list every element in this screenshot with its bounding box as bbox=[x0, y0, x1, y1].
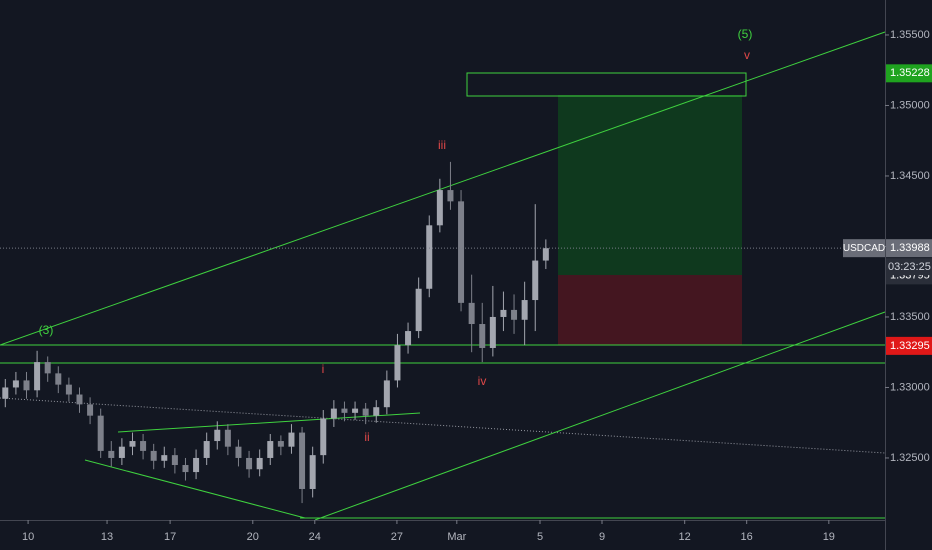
candle-body bbox=[511, 309, 518, 320]
candle-body bbox=[65, 384, 72, 395]
candle-body bbox=[150, 450, 157, 461]
candle-body bbox=[436, 190, 443, 226]
candle-body bbox=[246, 457, 253, 470]
candle-body bbox=[97, 415, 104, 451]
price-label-bg bbox=[886, 239, 932, 258]
candle-body bbox=[76, 394, 83, 405]
plot-area bbox=[0, 31, 886, 521]
y-tick-label: 1.35500 bbox=[890, 29, 930, 41]
candle-body bbox=[394, 345, 401, 381]
wedge-line bbox=[117, 412, 421, 433]
candle-body bbox=[55, 373, 62, 385]
candle-body bbox=[521, 300, 528, 320]
wave-label: v bbox=[744, 48, 750, 62]
candle-body bbox=[34, 362, 41, 391]
candle-body bbox=[309, 455, 316, 489]
wave-label: (5) bbox=[738, 27, 753, 41]
candle-body bbox=[288, 432, 295, 447]
x-tick-label: 24 bbox=[309, 531, 321, 543]
candle-body bbox=[415, 288, 422, 332]
x-tick-label: 19 bbox=[823, 531, 835, 543]
candle-body bbox=[161, 455, 168, 461]
candle-body bbox=[171, 455, 178, 466]
candle-body bbox=[299, 432, 306, 489]
trend-line bbox=[0, 397, 886, 454]
wave-label: iv bbox=[478, 374, 487, 388]
candle-body bbox=[193, 457, 200, 473]
candle-body bbox=[489, 316, 496, 348]
candle-body bbox=[373, 407, 380, 416]
candle-body bbox=[330, 408, 337, 419]
candle-body bbox=[277, 441, 284, 447]
wave-label: ii bbox=[364, 430, 369, 444]
price-label-bg bbox=[886, 64, 932, 83]
y-tick-label: 1.35000 bbox=[890, 99, 930, 111]
candle-body bbox=[108, 450, 115, 458]
candle-body bbox=[341, 408, 348, 413]
x-tick-label: 5 bbox=[537, 531, 543, 543]
x-tick-label: 9 bbox=[599, 531, 605, 543]
candle-body bbox=[383, 380, 390, 408]
candle-body bbox=[479, 324, 486, 348]
candle-body bbox=[2, 387, 9, 399]
candle-body bbox=[203, 441, 210, 458]
wedge-line bbox=[84, 459, 306, 519]
candle-body bbox=[182, 465, 189, 473]
wave-label: i bbox=[322, 362, 325, 376]
countdown-bg bbox=[886, 258, 932, 276]
candle-body bbox=[214, 429, 221, 442]
channel-line bbox=[0, 31, 886, 346]
wave-label: (3) bbox=[39, 323, 54, 337]
x-tick-label: 20 bbox=[247, 531, 259, 543]
candle-body bbox=[235, 446, 242, 458]
x-tick-label: Mar bbox=[447, 531, 466, 543]
candle-body bbox=[447, 190, 454, 202]
candle-body bbox=[405, 331, 412, 346]
x-tick-label: 27 bbox=[391, 531, 403, 543]
x-tick-label: 17 bbox=[164, 531, 176, 543]
candle-body bbox=[87, 404, 94, 416]
candle-body bbox=[352, 408, 359, 413]
candle-body bbox=[44, 362, 51, 374]
y-tick-label: 1.32500 bbox=[890, 452, 930, 464]
candle-body bbox=[426, 225, 433, 289]
candle-body bbox=[118, 446, 125, 458]
candle-body bbox=[532, 260, 539, 301]
candle-body bbox=[468, 302, 475, 325]
candle-body bbox=[362, 408, 369, 416]
candle-body bbox=[224, 429, 231, 447]
target-box bbox=[466, 72, 747, 97]
candle-body bbox=[23, 380, 30, 391]
price-label-bg bbox=[886, 336, 932, 355]
candle-body bbox=[140, 441, 147, 451]
x-tick-label: 12 bbox=[679, 531, 691, 543]
y-tick-label: 1.33500 bbox=[890, 311, 930, 323]
loss-zone bbox=[558, 275, 742, 345]
x-tick-label: 10 bbox=[22, 531, 34, 543]
profit-zone bbox=[558, 95, 742, 275]
candle-body bbox=[267, 441, 274, 458]
candle-body bbox=[458, 201, 465, 303]
candle-body bbox=[256, 457, 263, 470]
candle-body bbox=[542, 248, 549, 261]
candle-body bbox=[500, 309, 507, 317]
price-label: 1.35228 bbox=[890, 67, 930, 79]
candle-body bbox=[12, 380, 19, 388]
candle-body bbox=[320, 418, 327, 456]
y-tick-label: 1.33000 bbox=[890, 381, 930, 393]
symbol-label: USDCAD bbox=[843, 243, 885, 254]
symbol-bg bbox=[843, 239, 885, 258]
y-tick-label: 1.34500 bbox=[890, 170, 930, 182]
candle-body bbox=[129, 441, 136, 447]
channel-line bbox=[314, 311, 886, 521]
wave-label: iii bbox=[438, 138, 446, 152]
x-tick-label: 13 bbox=[101, 531, 113, 543]
price-label: 1.33988 bbox=[890, 242, 930, 254]
x-tick-label: 16 bbox=[741, 531, 753, 543]
countdown-label: 03:23:25 bbox=[888, 261, 931, 273]
price-label: 1.33295 bbox=[890, 340, 930, 352]
